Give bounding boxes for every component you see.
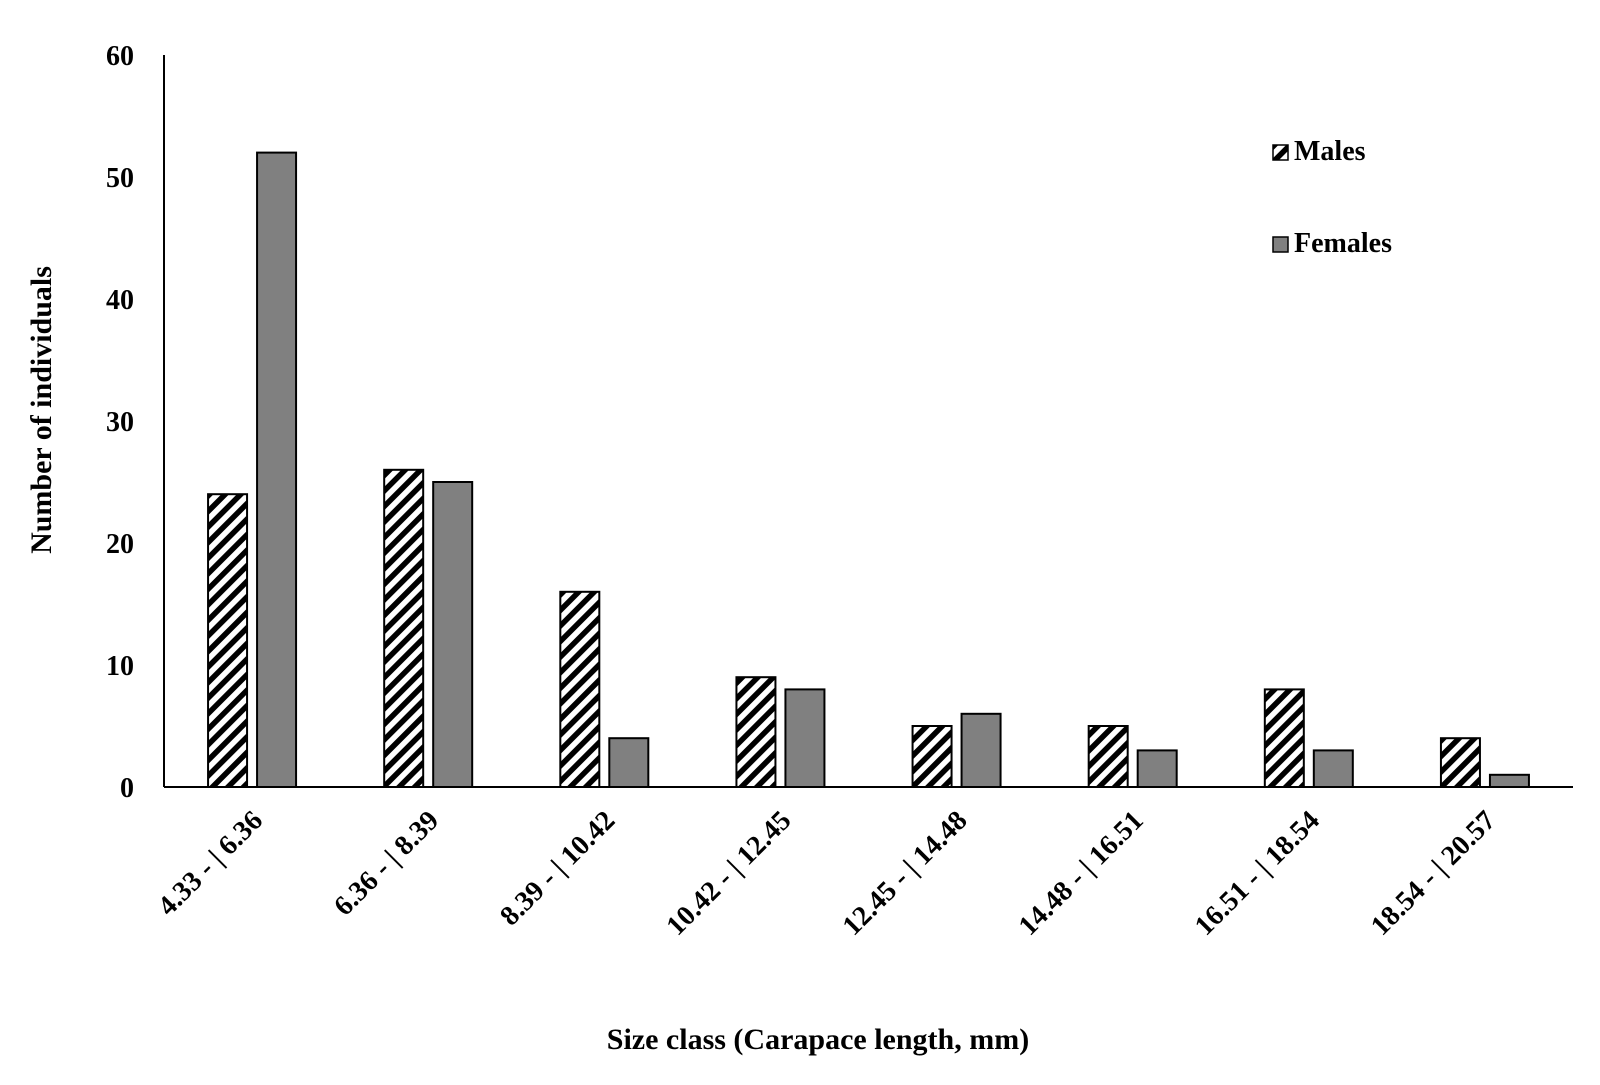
y-tick-label: 10 [106, 651, 134, 682]
x-tick-label: 12.45 - | 14.48 [837, 805, 974, 942]
bar-males-1 [207, 493, 249, 788]
legend-label-females: Females [1294, 228, 1392, 259]
legend-swatch-females [1272, 236, 1289, 253]
legend-item-males: Males [1272, 136, 1366, 167]
x-axis-label: Size class (Carapace length, mm) [607, 1023, 1029, 1056]
bar-females-3 [608, 737, 650, 789]
x-tick-label: 14.48 - | 16.51 [1013, 805, 1150, 942]
y-tick-label: 40 [106, 285, 134, 316]
x-tick-label: 10.42 - | 12.45 [661, 805, 798, 942]
bar-males-7 [1263, 688, 1305, 789]
x-tick-label: 18.54 - | 20.57 [1365, 805, 1502, 942]
y-tick-label: 30 [106, 407, 134, 438]
bars [207, 151, 1530, 789]
bar-females-2 [432, 481, 474, 788]
y-tick-label: 50 [106, 163, 134, 194]
bar-females-8 [1488, 773, 1530, 788]
legend-label-males: Males [1294, 136, 1366, 167]
bar-males-5 [911, 725, 953, 788]
bar-females-7 [1312, 749, 1354, 789]
bar-males-8 [1439, 737, 1481, 789]
y-axis-label: Number of individuals [25, 266, 58, 554]
bar-males-4 [735, 676, 777, 789]
x-tick-label: 4.33 - | 6.36 [152, 805, 269, 922]
bar-females-5 [960, 712, 1002, 788]
bar-females-1 [256, 151, 298, 789]
y-axis-ticks: 0 10 20 30 40 50 60 [106, 41, 134, 804]
bar-males-2 [383, 468, 425, 788]
bar-males-6 [1087, 725, 1129, 788]
y-tick-label: 0 [120, 773, 134, 804]
legend-item-females: Females [1272, 228, 1392, 259]
bar-females-6 [1136, 749, 1178, 789]
x-axis-ticks: 4.33 - | 6.36 6.36 - | 8.39 8.39 - | 10.42… [152, 805, 1502, 942]
x-tick-label: 8.39 - | 10.42 [494, 805, 621, 932]
bar-males-3 [559, 590, 601, 788]
legend-swatch-males [1272, 144, 1289, 161]
y-tick-label: 20 [106, 529, 134, 560]
legend: Males Females [1272, 136, 1392, 259]
x-tick-label: 6.36 - | 8.39 [328, 805, 445, 922]
x-tick-label: 16.51 - | 18.54 [1189, 805, 1326, 942]
y-tick-label: 60 [106, 41, 134, 72]
bar-females-4 [784, 688, 826, 789]
